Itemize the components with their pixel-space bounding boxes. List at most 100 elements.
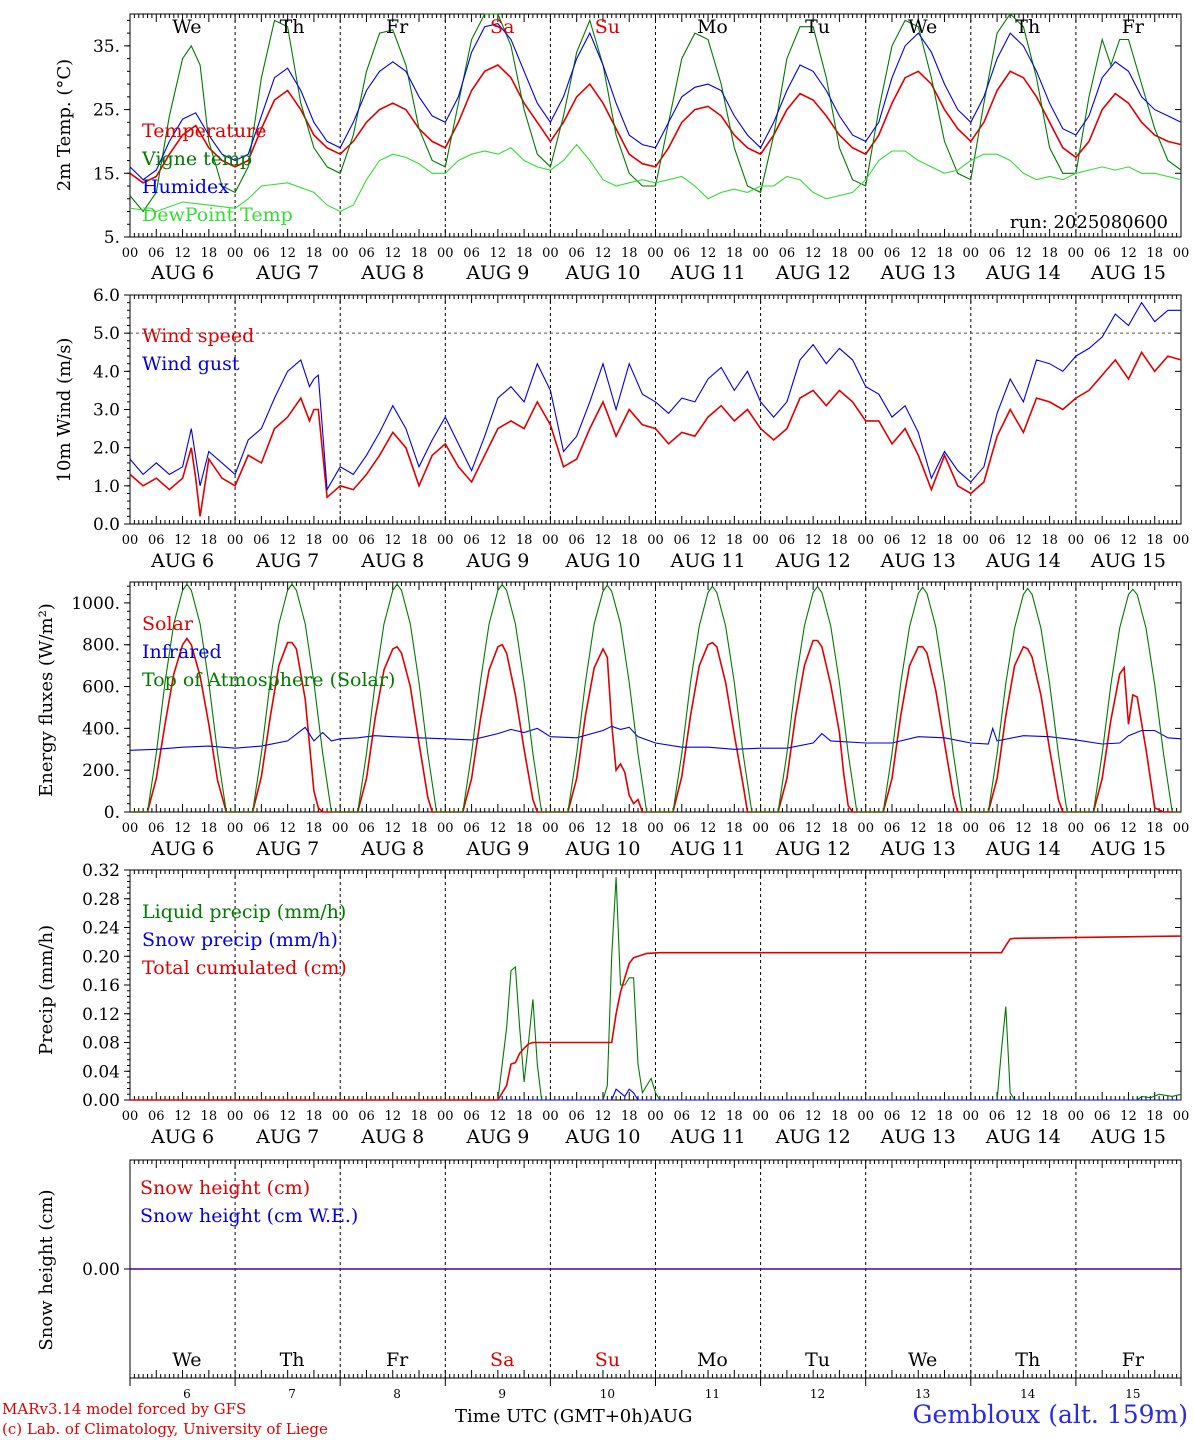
y-tick-label: 5. bbox=[104, 228, 120, 248]
y-tick-label: 0.24 bbox=[82, 919, 120, 939]
hour-label: 18 bbox=[411, 533, 428, 548]
day-number: 10 bbox=[600, 1387, 615, 1401]
hour-label: 06 bbox=[463, 821, 480, 836]
day-label: AUG 14 bbox=[985, 838, 1061, 860]
day-label: AUG 13 bbox=[880, 550, 956, 572]
hour-label: 06 bbox=[253, 533, 270, 548]
day-label: AUG 12 bbox=[775, 550, 851, 572]
hour-label: 06 bbox=[779, 533, 796, 548]
day-label: AUG 11 bbox=[669, 550, 745, 572]
weekday-label: Th bbox=[280, 16, 305, 38]
day-number: 11 bbox=[705, 1387, 720, 1401]
y-tick-label: 0.04 bbox=[82, 1062, 120, 1082]
hour-label: 00 bbox=[1068, 1109, 1085, 1124]
hour-label: 12 bbox=[384, 821, 401, 836]
xaxis-month: AUG bbox=[649, 1406, 693, 1427]
hour-label: 18 bbox=[201, 821, 218, 836]
series-line bbox=[129, 22, 1182, 181]
y-tick-label: 0.00 bbox=[82, 1260, 120, 1280]
hour-label: 12 bbox=[1015, 246, 1032, 261]
series-line bbox=[129, 13, 1182, 213]
y-tick-label: 0. bbox=[104, 803, 120, 823]
legend-entry: Solar bbox=[142, 613, 194, 635]
day-label: AUG 13 bbox=[880, 1126, 956, 1148]
weekday-label: Sa bbox=[490, 1349, 514, 1371]
hour-label: 18 bbox=[621, 1109, 638, 1124]
day-label: AUG 6 bbox=[150, 838, 214, 860]
hour-label: 12 bbox=[910, 533, 927, 548]
weekday-label: Su bbox=[595, 16, 620, 38]
hour-label: 00 bbox=[857, 821, 874, 836]
hour-label: 00 bbox=[647, 533, 664, 548]
hour-label: 00 bbox=[227, 1109, 244, 1124]
hour-label: 00 bbox=[857, 246, 874, 261]
hour-label: 12 bbox=[490, 821, 507, 836]
hour-label: 00 bbox=[1173, 821, 1190, 836]
weekday-label: We bbox=[172, 1349, 201, 1371]
y-tick-label: 2.0 bbox=[93, 439, 120, 459]
hour-label: 00 bbox=[963, 1109, 980, 1124]
day-label: AUG 14 bbox=[985, 1126, 1061, 1148]
hour-label: 06 bbox=[989, 246, 1006, 261]
hour-label: 18 bbox=[516, 533, 533, 548]
hour-label: 06 bbox=[568, 1109, 585, 1124]
hour-label: 06 bbox=[148, 246, 165, 261]
hour-label: 00 bbox=[752, 246, 769, 261]
y-tick-label: 200. bbox=[82, 761, 120, 781]
hour-label: 06 bbox=[884, 821, 901, 836]
hour-label: 06 bbox=[358, 533, 375, 548]
day-label: AUG 7 bbox=[255, 1126, 319, 1148]
hour-label: 06 bbox=[463, 1109, 480, 1124]
hour-label: 12 bbox=[910, 246, 927, 261]
hour-label: 18 bbox=[411, 821, 428, 836]
day-label: AUG 10 bbox=[564, 262, 640, 284]
hour-label: 00 bbox=[122, 821, 139, 836]
day-label: AUG 12 bbox=[775, 1126, 851, 1148]
hour-label: 18 bbox=[831, 533, 848, 548]
hour-label: 12 bbox=[279, 821, 296, 836]
legend-entry: Humidex bbox=[142, 176, 229, 198]
y-tick-label: 5.0 bbox=[93, 324, 120, 344]
hour-label: 18 bbox=[621, 246, 638, 261]
hour-label: 18 bbox=[411, 1109, 428, 1124]
weekday-label: Mo bbox=[697, 16, 728, 38]
y-tick-label: 35. bbox=[93, 37, 120, 57]
day-number: 12 bbox=[810, 1387, 825, 1401]
hour-label: 18 bbox=[201, 533, 218, 548]
hour-label: 00 bbox=[437, 821, 454, 836]
hour-label: 00 bbox=[437, 533, 454, 548]
hour-label: 18 bbox=[1146, 1109, 1163, 1124]
y-tick-label: 0.32 bbox=[82, 861, 120, 881]
hour-label: 00 bbox=[1068, 246, 1085, 261]
weekday-label: Fr bbox=[1122, 16, 1145, 38]
hour-label: 12 bbox=[805, 1109, 822, 1124]
day-label: AUG 15 bbox=[1090, 550, 1166, 572]
hour-label: 12 bbox=[1015, 533, 1032, 548]
weekday-label: Th bbox=[1015, 16, 1040, 38]
y-tick-label: 25. bbox=[93, 101, 120, 121]
hour-label: 06 bbox=[253, 1109, 270, 1124]
hour-label: 00 bbox=[647, 1109, 664, 1124]
y-tick-label: 15. bbox=[93, 164, 120, 184]
hour-label: 18 bbox=[1146, 821, 1163, 836]
hour-label: 12 bbox=[1120, 246, 1137, 261]
weekday-label: Sa bbox=[490, 16, 514, 38]
hour-label: 00 bbox=[227, 246, 244, 261]
hour-label: 06 bbox=[989, 821, 1006, 836]
day-label: AUG 12 bbox=[775, 838, 851, 860]
hour-label: 18 bbox=[411, 246, 428, 261]
y-tick-label: 4.0 bbox=[93, 362, 120, 382]
hour-label: 00 bbox=[1173, 1109, 1190, 1124]
day-label: AUG 14 bbox=[985, 550, 1061, 572]
hour-label: 06 bbox=[1094, 1109, 1111, 1124]
hour-label: 00 bbox=[542, 1109, 559, 1124]
hour-label: 12 bbox=[700, 821, 717, 836]
y-tick-label: 0.12 bbox=[82, 1005, 120, 1025]
hour-label: 06 bbox=[568, 821, 585, 836]
legend-entry: Snow precip (mm/h) bbox=[142, 929, 338, 951]
day-number: 13 bbox=[915, 1387, 930, 1401]
hour-label: 00 bbox=[1173, 533, 1190, 548]
hour-label: 06 bbox=[779, 821, 796, 836]
legend-entry: Infrared bbox=[142, 641, 222, 663]
